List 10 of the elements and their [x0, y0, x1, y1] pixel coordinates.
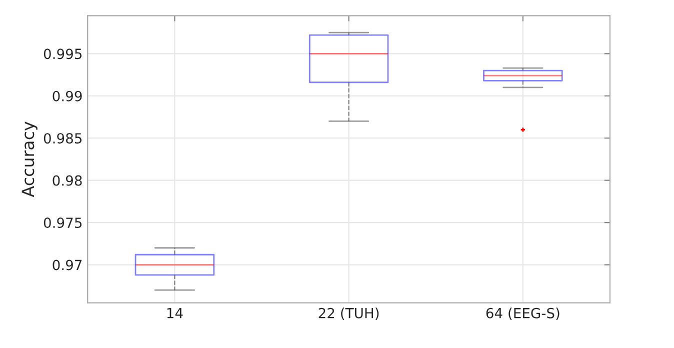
y-tick-label: 0.985	[44, 133, 82, 144]
y-tick-label: 0.97	[52, 260, 82, 270]
y-axis-title: Accuracy	[22, 122, 38, 198]
x-tick-label: 14	[167, 308, 183, 318]
x-tick-label: 22 (TUH)	[318, 308, 379, 320]
y-tick-label: 0.975	[44, 218, 82, 228]
y-tick-label: 0.98	[52, 175, 82, 186]
y-tick-label: 0.99	[52, 90, 82, 102]
x-tick-label: 64 (EEG-S)	[486, 308, 560, 320]
y-tick-label: 0.995	[44, 48, 82, 60]
